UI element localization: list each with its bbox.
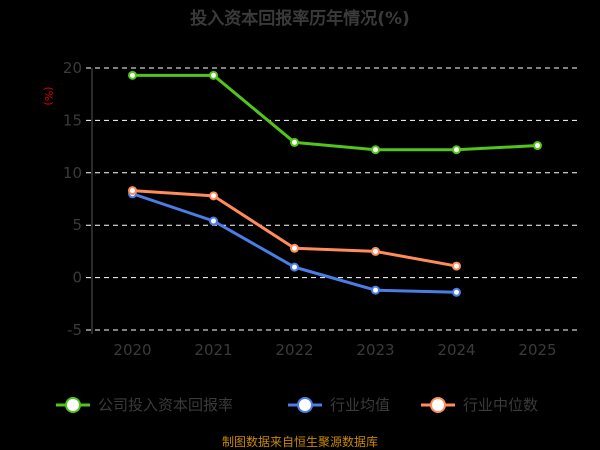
legend-label: 公司投入资本回报率 bbox=[98, 396, 233, 414]
y-axis-ticks: 20 15 10 5 0 -5 bbox=[63, 59, 82, 339]
data-point bbox=[290, 243, 299, 253]
data-point bbox=[209, 216, 218, 226]
y-axis-unit-label: (%) bbox=[42, 86, 55, 105]
y-tick-label: 10 bbox=[63, 164, 82, 182]
data-point bbox=[290, 262, 299, 272]
x-axis-ticks: 2020 2021 2022 2023 2024 2025 bbox=[113, 341, 556, 359]
data-point bbox=[209, 70, 218, 80]
data-point bbox=[533, 141, 542, 151]
series-group bbox=[128, 186, 461, 271]
series-group bbox=[128, 70, 542, 155]
legend-item: 行业均值 bbox=[288, 396, 390, 414]
legend-marker bbox=[297, 397, 313, 413]
legend-item: 公司投入资本回报率 bbox=[56, 396, 233, 414]
grid-lines bbox=[86, 67, 578, 334]
x-tick-label: 2020 bbox=[113, 341, 151, 359]
y-tick-label: 20 bbox=[63, 59, 82, 77]
chart-title: 投入资本回报率历年情况(%) bbox=[190, 8, 410, 29]
data-point bbox=[452, 145, 461, 155]
legend-label: 行业均值 bbox=[330, 396, 390, 414]
data-point bbox=[290, 137, 299, 147]
legend-marker bbox=[65, 397, 81, 413]
series-lines bbox=[128, 70, 542, 297]
data-point bbox=[128, 70, 137, 80]
legend-item: 行业中位数 bbox=[421, 396, 538, 414]
data-point bbox=[371, 246, 380, 256]
legend: 公司投入资本回报率 行业均值 行业中位数 bbox=[56, 396, 538, 414]
data-point bbox=[371, 285, 380, 295]
legend-marker bbox=[430, 397, 446, 413]
x-tick-label: 2022 bbox=[275, 341, 313, 359]
y-tick-label: 0 bbox=[72, 269, 82, 287]
y-tick-label: -5 bbox=[67, 321, 82, 339]
legend-label: 行业中位数 bbox=[463, 396, 538, 414]
x-tick-label: 2025 bbox=[518, 341, 556, 359]
data-point bbox=[371, 145, 380, 155]
data-point bbox=[452, 287, 461, 297]
series-line bbox=[132, 73, 538, 152]
data-source-note: 制图数据来自恒生聚源数据库 bbox=[222, 434, 378, 449]
y-tick-label: 15 bbox=[63, 111, 82, 129]
series-line bbox=[132, 189, 457, 268]
series-group bbox=[128, 189, 461, 297]
x-tick-label: 2024 bbox=[437, 341, 475, 359]
data-point bbox=[209, 191, 218, 201]
data-point bbox=[452, 261, 461, 271]
data-point bbox=[128, 186, 137, 196]
x-tick-label: 2023 bbox=[356, 341, 394, 359]
y-tick-label: 5 bbox=[72, 216, 82, 234]
x-tick-label: 2021 bbox=[194, 341, 232, 359]
